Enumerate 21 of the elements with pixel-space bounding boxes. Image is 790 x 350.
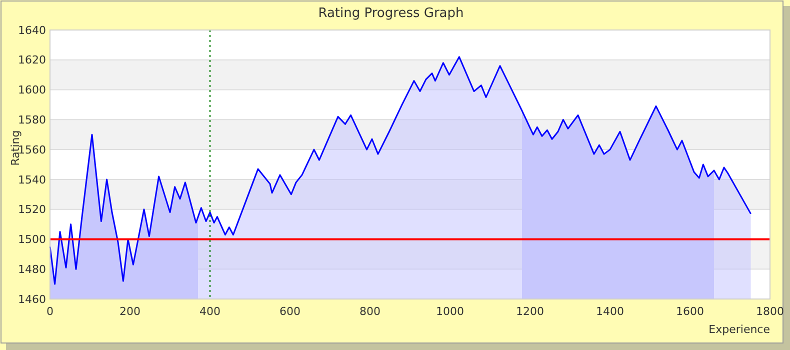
y-tick-label: 1480: [18, 262, 46, 276]
x-tick-label: 1800: [756, 305, 784, 318]
x-tick-label: 0: [46, 305, 54, 318]
chart-title: Rating Progress Graph: [318, 6, 464, 21]
x-axis-title: Experience: [708, 323, 770, 336]
x-tick-label: 200: [120, 305, 140, 318]
y-tick-label: 1600: [18, 84, 46, 97]
x-tick-label: 1000: [436, 305, 464, 318]
y-tick-label: 1520: [18, 203, 46, 216]
x-tick-label: 400: [200, 305, 220, 318]
y-tick-label: 1580: [18, 114, 46, 127]
y-tick-label: 1460: [18, 292, 46, 306]
y-tick-label: 1640: [18, 24, 46, 37]
x-tick-label: 800: [360, 305, 380, 318]
y-tick-label: 1500: [18, 233, 46, 246]
x-tick-label: 1400: [596, 305, 624, 318]
y-tick-label: 1540: [18, 173, 46, 186]
x-tick-label: 600: [280, 305, 300, 318]
y-tick-label: 1620: [18, 54, 46, 67]
x-tick-label: 1600: [676, 305, 704, 318]
x-tick-label: 1200: [516, 305, 544, 318]
